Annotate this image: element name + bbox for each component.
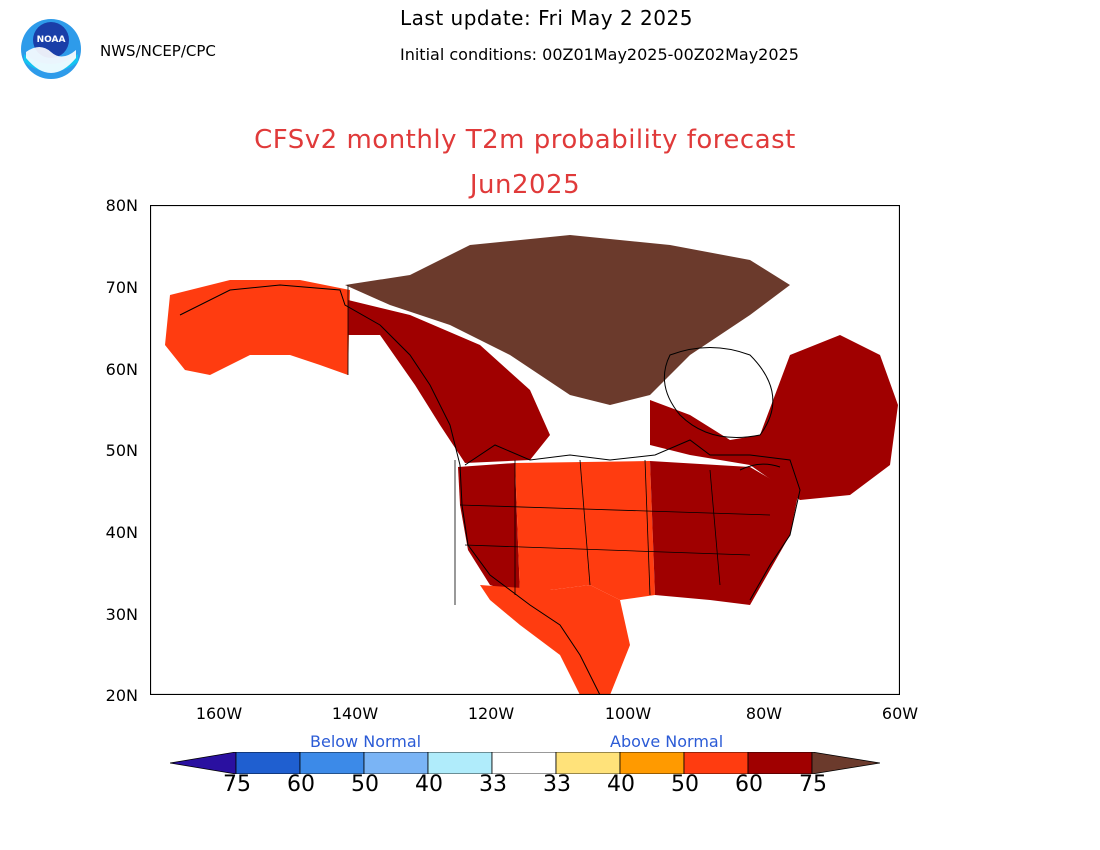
lon-tick-140w: 140W [331,704,379,723]
colorbar-segment [683,752,749,774]
legend-label: 60 [735,772,763,797]
lat-tick-50: 50N [105,441,138,460]
colorbar-segment [619,752,685,774]
lon-tick-80w: 80W [745,704,783,723]
last-update: Last update: Fri May 2 2025 [400,6,693,30]
legend-label: 50 [351,772,379,797]
colorbar-segment [747,752,813,774]
region-western-canada [348,300,550,463]
colorbar-segment [555,752,621,774]
lat-tick-70: 70N [105,278,138,297]
colorbar-segment [491,752,557,774]
lat-tick-60: 60N [105,360,138,379]
chart-subtitle: Jun2025 [469,170,581,200]
colorbar-segment [363,752,429,774]
region-central-us [515,461,655,600]
forecast-map [150,205,900,695]
region-canadian-arctic [345,235,790,405]
region-mexico [480,585,630,695]
lat-tick-20: 20N [105,686,138,705]
above-normal-label: Above Normal [610,732,724,751]
region-eastern-canada [650,335,898,500]
initial-conditions: Initial conditions: 00Z01May2025-00Z02Ma… [400,45,799,64]
lon-tick-60w: 60W [881,704,919,723]
legend-label: 75 [799,772,827,797]
colorbar-arrow-left [170,752,237,774]
legend-label: 40 [607,772,635,797]
chart-title: CFSv2 monthly T2m probability forecast [254,125,796,155]
region-alaska [165,280,350,375]
colorbar-segment [427,752,493,774]
colorbar-segment [299,752,365,774]
coastline [179,284,801,695]
state-borders [347,285,771,605]
colorbar [170,752,880,774]
below-normal-label: Below Normal [310,732,422,751]
legend-label: 75 [223,772,251,797]
map-frame [150,205,900,695]
lat-tick-30: 30N [105,605,138,624]
legend-label: 33 [543,772,571,797]
region-western-us [458,463,520,595]
lat-tick-40: 40N [105,523,138,542]
noaa-logo: NOAA [21,19,81,79]
legend-label: 33 [479,772,507,797]
lat-tick-80: 80N [105,196,138,215]
region-eastern-us [650,461,798,605]
region-layer [165,235,898,695]
lon-tick-160w: 160W [195,704,243,723]
lon-tick-100w: 100W [604,704,652,723]
legend-label: 40 [415,772,443,797]
org-label: NWS/NCEP/CPC [100,42,216,60]
colorbar-arrow-right [811,752,880,774]
logo-text: NOAA [37,35,66,45]
legend-label: 60 [287,772,315,797]
lon-tick-120w: 120W [467,704,515,723]
legend-label: 50 [671,772,699,797]
colorbar-segment [235,752,301,774]
